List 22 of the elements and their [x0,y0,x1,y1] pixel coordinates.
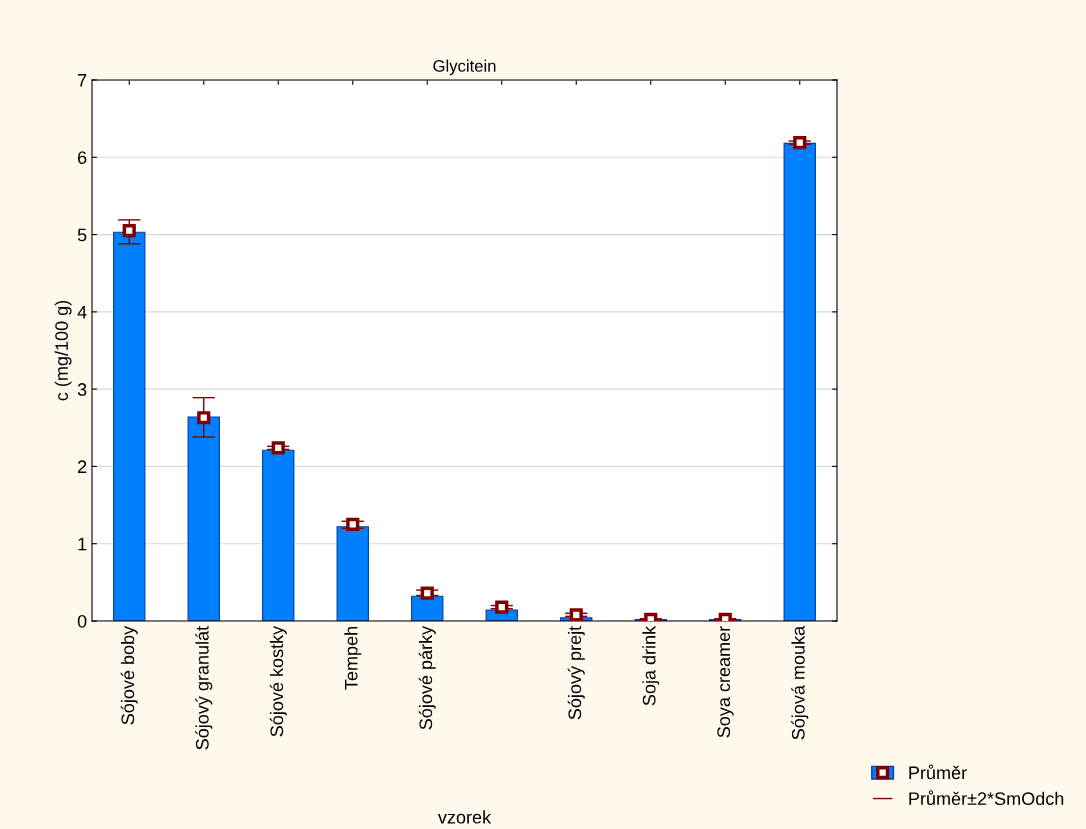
y-tick-label: 2 [78,460,87,473]
chart-title: Glycitein [433,59,496,76]
y-tick-label: 4 [77,305,87,319]
legend-label: Průměr [909,764,967,780]
x-tick-label: Sójové boby [120,625,138,725]
x-tick-label: Sójové párky [418,625,436,730]
x-tick-label: Tempeh [344,627,362,690]
y-axis-title: c (mg/100 g) [54,300,72,401]
x-tick-label: Sójové kostky [269,625,287,737]
x-tick-label: Sójová mouka [791,625,809,740]
y-tick-label: 1 [78,537,87,551]
x-tick-label: Sójový prejt [567,625,585,720]
y-tick-label: 7 [78,74,87,87]
legend-label: Průměr±2*SmOdch [909,790,1064,806]
y-tick-label: 3 [77,383,87,396]
y-tick-label: 6 [78,151,87,165]
x-tick-label: Soja drink [642,625,660,706]
x-tick-label: Sójový granulát [195,625,213,750]
x-axis-title: vzorek [437,810,492,824]
y-tick-label: 5 [77,228,87,242]
x-tick-label: Soya creamer [717,626,734,738]
y-tick-label: 0 [77,614,87,628]
